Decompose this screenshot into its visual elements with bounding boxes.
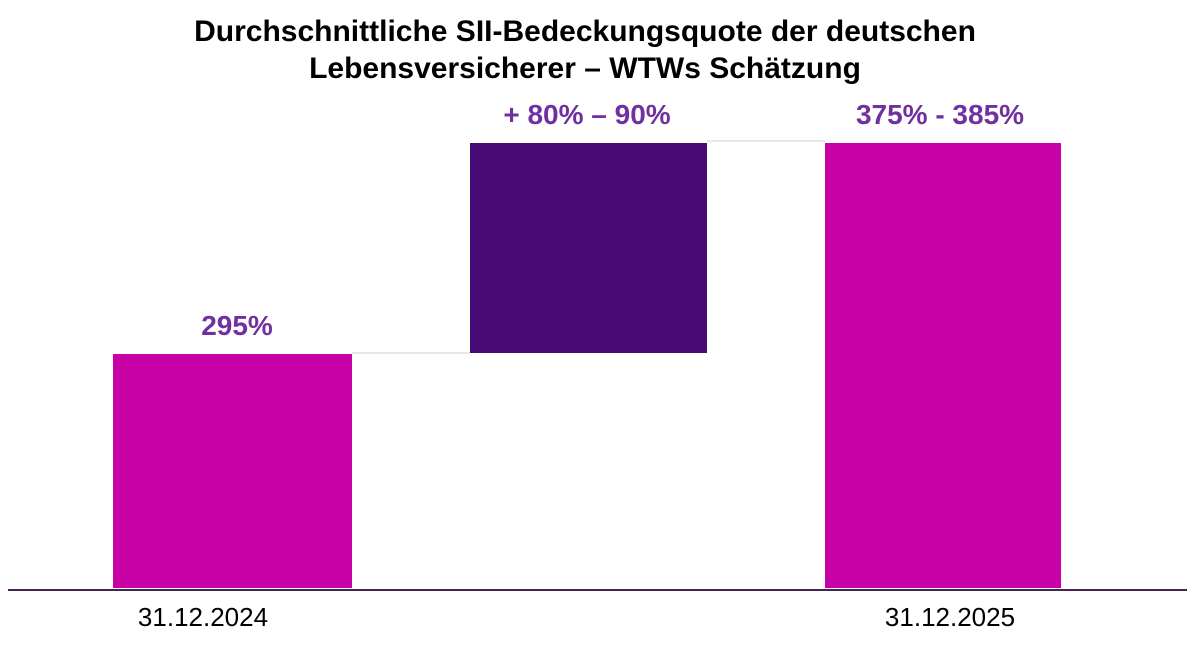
connector-line-2024-to-increase bbox=[352, 352, 470, 354]
x-tick-label-2025: 31.12.2025 bbox=[884, 602, 1016, 632]
data-label-2024: 295% bbox=[201, 310, 273, 341]
data-label-increase: + 80% – 90% bbox=[503, 99, 671, 130]
chart-title-line-1: Durchschnittliche SII-Bedeckungsquote de… bbox=[194, 15, 976, 48]
bar-increase-floating bbox=[470, 143, 707, 353]
x-tick-label-2024: 31.12.2024 bbox=[137, 602, 269, 632]
data-label-2025: 375% - 385% bbox=[855, 99, 1025, 130]
x-axis-line bbox=[8, 589, 1187, 591]
bar-2025-end bbox=[825, 143, 1061, 588]
chart-title: Durchschnittliche SII-Bedeckungsquote de… bbox=[0, 13, 1170, 87]
connector-line-increase-to-2025 bbox=[707, 140, 825, 142]
chart-title-line-2: Lebensversicherer – WTWs Schätzung bbox=[309, 52, 861, 85]
bar-2024-start bbox=[113, 354, 352, 588]
